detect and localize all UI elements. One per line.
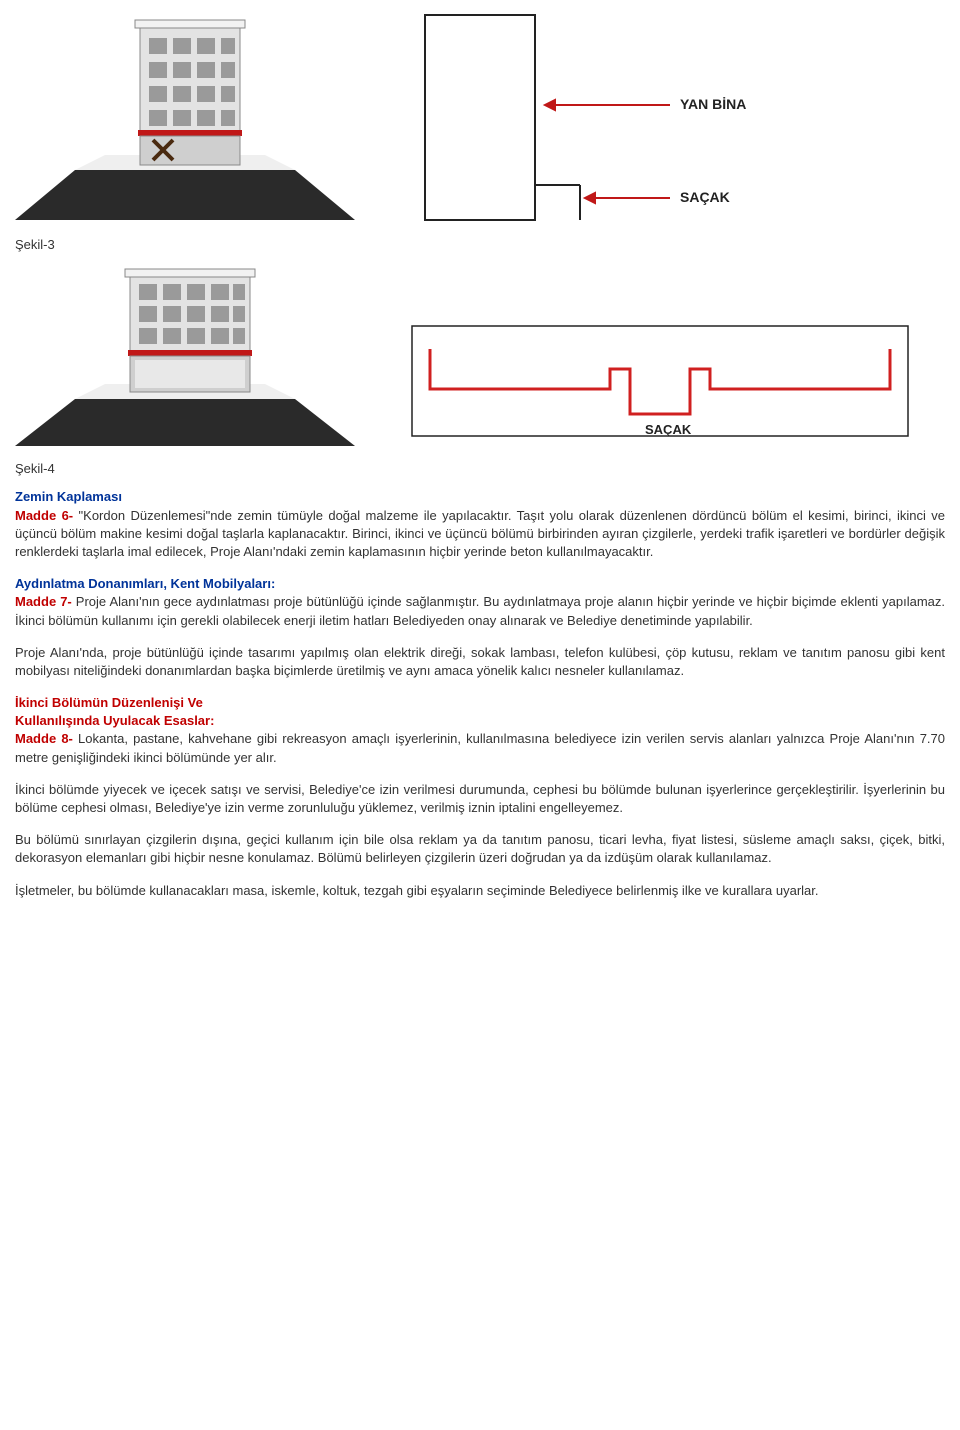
figure-3-caption: Şekil-3 bbox=[15, 236, 945, 254]
heading-ikinci-bolum-1: İkinci Bölümün Düzenlenişi Ve bbox=[15, 694, 945, 712]
figure-row-top: YAN BİNA SAÇAK bbox=[15, 10, 945, 230]
heading-ikinci-1-text: İkinci Bölümün Düzenlenişi Ve bbox=[15, 695, 203, 710]
building-elevation-top bbox=[15, 10, 355, 230]
article-8-paragraph-2: İkinci bölümde yiyecek ve içecek satışı … bbox=[15, 781, 945, 817]
figure-4-caption: Şekil-4 bbox=[15, 460, 945, 478]
madde-7-label: Madde 7- bbox=[15, 594, 72, 609]
article-8-paragraph-3: Bu bölümü sınırlayan çizgilerin dışına, … bbox=[15, 831, 945, 867]
article-6-paragraph: Madde 6- "Kordon Düzenlemesi"nde zemin t… bbox=[15, 507, 945, 562]
label-sacak-bottom: SAÇAK bbox=[645, 422, 692, 437]
figure-row-bottom: SAÇAK bbox=[15, 264, 945, 454]
heading-ikinci-2-text: Kullanılışında Uyulacak Esaslar: bbox=[15, 713, 214, 728]
heading-aydinlatma: Aydınlatma Donanımları, Kent Mobilyaları… bbox=[15, 575, 945, 593]
heading-zemin-kaplamasi: Zemin Kaplaması bbox=[15, 488, 945, 506]
article-6-text: "Kordon Düzenlemesi"nde zemin tümüyle do… bbox=[15, 508, 945, 559]
article-8-paragraph-1: Madde 8- Lokanta, pastane, kahvehane gib… bbox=[15, 730, 945, 766]
section-top-right: YAN BİNA SAÇAK bbox=[400, 10, 920, 230]
figure-4-left bbox=[15, 264, 355, 454]
article-8-text-1: Lokanta, pastane, kahvehane gibi rekreas… bbox=[15, 731, 945, 764]
figure-4-right: SAÇAK bbox=[375, 314, 945, 454]
madde-8-label: Madde 8- bbox=[15, 731, 73, 746]
label-sacak-top: SAÇAK bbox=[680, 189, 730, 205]
heading-zemin-text: Zemin Kaplaması bbox=[15, 489, 122, 504]
building-elevation-bottom bbox=[15, 264, 355, 454]
figure-3-right: YAN BİNA SAÇAK bbox=[375, 10, 945, 230]
article-8-paragraph-4: İşletmeler, bu bölümde kullanacakları ma… bbox=[15, 882, 945, 900]
figure-3-left bbox=[15, 10, 355, 230]
article-7-paragraph-1: Madde 7- Proje Alanı'nın gece aydınlatma… bbox=[15, 593, 945, 629]
heading-aydinlatma-text: Aydınlatma Donanımları, Kent Mobilyaları… bbox=[15, 576, 275, 591]
section-bottom-right: SAÇAK bbox=[400, 314, 920, 454]
madde-6-label: Madde 6- bbox=[15, 508, 73, 523]
article-7-text-1: Proje Alanı'nın gece aydınlatması proje … bbox=[15, 594, 945, 627]
label-yan-bina: YAN BİNA bbox=[680, 96, 746, 112]
article-7-paragraph-2: Proje Alanı'nda, proje bütünlüğü içinde … bbox=[15, 644, 945, 680]
heading-ikinci-bolum-2: Kullanılışında Uyulacak Esaslar: bbox=[15, 712, 945, 730]
